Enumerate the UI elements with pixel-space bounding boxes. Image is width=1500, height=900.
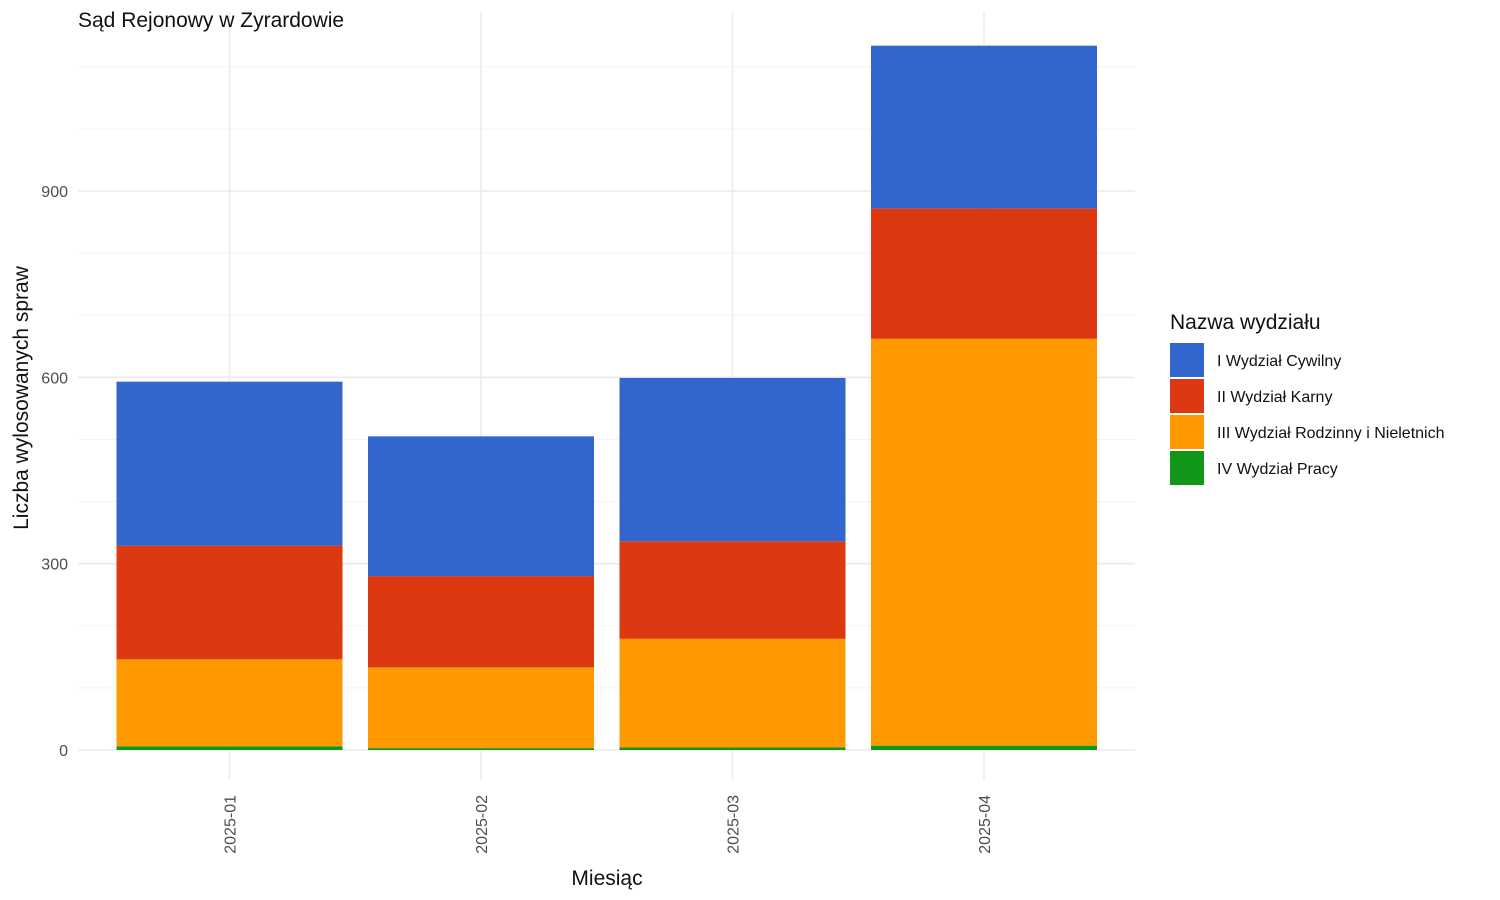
- legend-swatch-iv-wydzia-pracy: [1170, 451, 1204, 485]
- legend-label-iii-wydzia-rodzinny-i-nieletnich: III Wydział Rodzinny i Nieletnich: [1217, 425, 1445, 442]
- y-tick-label: 0: [59, 743, 68, 760]
- bar-segment-iv-wydzia-pracy-2025-03: [619, 747, 846, 750]
- y-tick-label: 600: [41, 370, 68, 387]
- bar-segment-iii-wydzia-rodzinny-i-nieletnich-2025-02: [368, 667, 594, 749]
- y-tick-label: 300: [41, 557, 68, 574]
- x-tick-label: 2025-03: [726, 795, 743, 854]
- chart-title: Sąd Rejonowy w Zyrardowie: [78, 9, 344, 32]
- bar-segment-iv-wydzia-pracy-2025-04: [871, 745, 1097, 750]
- legend: Nazwa wydziału I Wydział Cywilny II Wydzi…: [1170, 311, 1445, 485]
- bar-segment-ii-wydzia-karny-2025-03: [619, 541, 846, 639]
- legend-items: I Wydział Cywilny II Wydział Karny III Wyd…: [1170, 343, 1445, 485]
- bar-segment-i-wydzia-cywilny-2025-03: [619, 377, 846, 542]
- x-tick-label: 2025-02: [474, 795, 491, 854]
- legend-label-iv-wydzia-pracy: IV Wydział Pracy: [1217, 461, 1338, 478]
- legend-title: Nazwa wydziału: [1170, 311, 1321, 334]
- y-tick-label: 900: [41, 184, 68, 201]
- bars-layer: [116, 45, 1097, 750]
- x-axis-title: Miesiąc: [571, 867, 642, 890]
- legend-swatch-iii-wydzia-rodzinny-i-nieletnich: [1170, 415, 1204, 449]
- legend-label-i-wydzia-cywilny: I Wydział Cywilny: [1217, 353, 1341, 370]
- bar-segment-iv-wydzia-pracy-2025-02: [368, 748, 594, 750]
- bar-segment-i-wydzia-cywilny-2025-01: [116, 381, 343, 546]
- ticks-layer: 0 300 600 900 2025-01 2025-02 2025-03 2025-04: [41, 184, 994, 854]
- bar-segment-ii-wydzia-karny-2025-01: [116, 545, 343, 660]
- x-tick-label: 2025-01: [223, 795, 240, 854]
- bar-segment-iii-wydzia-rodzinny-i-nieletnich-2025-01: [116, 659, 343, 747]
- bar-segment-i-wydzia-cywilny-2025-04: [871, 45, 1097, 209]
- bar-segment-iii-wydzia-rodzinny-i-nieletnich-2025-04: [871, 338, 1097, 746]
- bar-segment-iv-wydzia-pracy-2025-01: [116, 746, 343, 750]
- bar-segment-iii-wydzia-rodzinny-i-nieletnich-2025-03: [619, 638, 846, 748]
- legend-swatch-ii-wydzia-karny: [1170, 379, 1204, 413]
- y-axis-title: Liczba wylosowanych spraw: [10, 265, 33, 530]
- legend-swatch-i-wydzia-cywilny: [1170, 343, 1204, 377]
- legend-label-ii-wydzia-karny: II Wydział Karny: [1217, 389, 1332, 406]
- x-tick-label: 2025-04: [977, 795, 994, 854]
- bar-segment-ii-wydzia-karny-2025-02: [368, 576, 594, 668]
- bar-segment-i-wydzia-cywilny-2025-02: [368, 436, 594, 577]
- bar-segment-ii-wydzia-karny-2025-04: [871, 208, 1097, 339]
